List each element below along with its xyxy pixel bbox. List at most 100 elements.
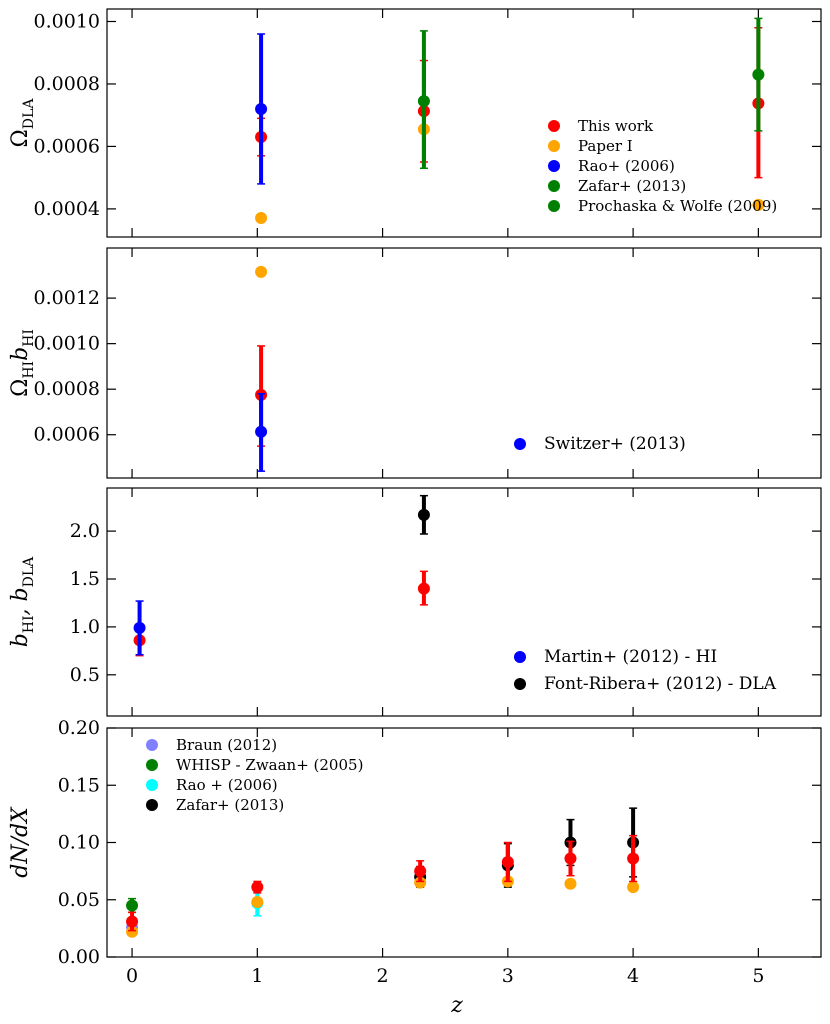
legend-label: Martin+ (2012) - HI [544, 647, 717, 667]
data-point [752, 68, 765, 81]
legend-label: Zafar+ (2013) [578, 177, 686, 195]
legend-marker [548, 160, 560, 172]
plot-frame [106, 8, 822, 238]
data-point [126, 925, 139, 938]
series-paper-i [126, 875, 640, 938]
series-whisp-zwaan-2005- [126, 897, 139, 914]
y-tick-label: 0.0006 [34, 424, 100, 446]
y-tick-label: 2.0 [70, 520, 100, 542]
y-tick-label: 0.0012 [34, 287, 100, 309]
series-martin-2012-hi [133, 600, 146, 656]
y-tick-label: 0.0004 [34, 198, 100, 220]
legend-marker [514, 651, 526, 663]
legend-label: WHISP - Zwaan+ (2005) [176, 756, 363, 774]
data-point [255, 425, 268, 438]
data-point [501, 855, 514, 868]
legend-marker [146, 799, 158, 811]
y-axis-title: dN/dX [8, 806, 33, 878]
data-point [414, 865, 427, 878]
plot-area [133, 494, 430, 657]
y-tick-label: 0.0006 [34, 135, 100, 157]
y-axis-title: ΩDLA [8, 98, 37, 148]
legend-marker [146, 739, 158, 751]
y-tick-label: 1.0 [70, 616, 100, 638]
data-point [417, 582, 430, 595]
data-point [126, 915, 139, 928]
x-tick-label: 5 [752, 965, 764, 987]
panel-1: 0.0004 0.0006 0.0008 0.0010 ΩDLA This work Pap… [8, 8, 822, 238]
data-point [417, 508, 430, 521]
data-point [251, 896, 264, 909]
x-tick-label: 0 [126, 965, 138, 987]
y-tick-label: 0.0010 [34, 10, 100, 32]
series-rao-2006- [255, 33, 268, 185]
series-zafar-2013- [414, 807, 640, 888]
data-point [255, 211, 268, 224]
plot-area [255, 17, 765, 224]
legend: This work Paper I Rao+ (2006) Zafar+ (2013)… [548, 117, 777, 215]
plot-area [126, 807, 640, 938]
legend-marker [548, 200, 560, 212]
legend-marker [514, 678, 526, 690]
data-point [255, 102, 268, 115]
legend-label: Font-Ribera+ (2012) - DLA [544, 674, 777, 694]
legend-label: Rao+ (2006) [578, 157, 675, 175]
legend-marker [146, 759, 158, 771]
legend-marker [548, 180, 560, 192]
y-tick-label: 0.0010 [34, 333, 100, 355]
legend-label: This work [578, 117, 654, 135]
series-this-work [126, 834, 640, 932]
y-axis-title: ΩHIbHI [8, 329, 37, 397]
y-tick-label: 0.0008 [34, 378, 100, 400]
y-tick-label: 0.00 [58, 946, 100, 968]
legend: Martin+ (2012) - HI Font-Ribera+ (2012) -… [514, 647, 777, 694]
legend: Braun (2012) WHISP - Zwaan+ (2005) Rao + (… [146, 736, 363, 814]
series-switzer-2013- [255, 392, 268, 472]
legend-label: Prochaska & Wolfe (2009) [578, 197, 777, 215]
legend: Switzer+ (2013) [514, 434, 686, 454]
x-tick-label: 1 [251, 965, 263, 987]
panel-2: 0.0006 0.0008 0.0010 0.0012 ΩHIbHI Switzer+ (… [8, 247, 822, 479]
plot-area [255, 265, 268, 472]
series-this-work [133, 570, 430, 657]
series-font-ribera-2012-dla [417, 494, 430, 535]
data-point [251, 881, 264, 894]
y-tick-label: 0.10 [58, 832, 100, 854]
legend-marker [146, 779, 158, 791]
data-point [627, 852, 640, 865]
legend-marker [548, 120, 560, 132]
y-tick-label: 0.5 [70, 664, 100, 686]
y-tick-label: 0.15 [58, 774, 100, 796]
plot-frame [106, 487, 822, 717]
y-axis-title: bHI, bDLA [8, 556, 37, 647]
plot-frame [106, 247, 822, 479]
series-paper-i [255, 265, 268, 278]
y-tick-label: 1.5 [70, 568, 100, 590]
legend-label: Paper I [578, 137, 633, 155]
legend-marker [548, 140, 560, 152]
data-point [564, 877, 577, 890]
data-point [133, 621, 146, 634]
data-point [564, 852, 577, 865]
x-tick-label: 4 [627, 965, 639, 987]
data-point [417, 95, 430, 108]
legend-label: Braun (2012) [176, 736, 277, 754]
legend-label: Switzer+ (2013) [544, 434, 686, 454]
panel-3: 0.5 1.0 1.5 2.0 bHI, bDLA Martin+ (2012) - HI… [8, 487, 822, 717]
data-point [414, 876, 427, 889]
series-this-work [255, 26, 765, 179]
panel-4: 0 1 2 3 4 5 0.00 0.05 0.10 0.15 0.20 dN/dX Braun (20… [8, 717, 822, 987]
y-tick-label: 0.0008 [34, 73, 100, 95]
x-tick-label: 3 [502, 965, 514, 987]
data-point [126, 899, 139, 912]
legend-marker [514, 438, 526, 450]
legend-label: Zafar+ (2013) [176, 796, 284, 814]
data-point [255, 265, 268, 278]
legend-label: Rao + (2006) [176, 776, 278, 794]
data-point [627, 881, 640, 894]
y-tick-label: 0.20 [58, 717, 100, 739]
x-tick-label: 2 [377, 965, 389, 987]
series-zafar-2013- [417, 17, 765, 170]
data-point [752, 198, 765, 211]
